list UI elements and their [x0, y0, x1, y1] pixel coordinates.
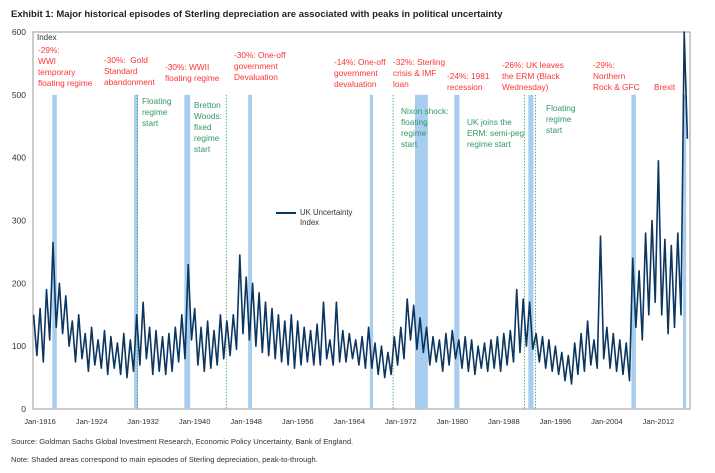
y-tick-label: 200 — [12, 278, 26, 288]
legend: UK Uncertainty Index — [276, 208, 360, 228]
annotation-erm-join: UK joins the ERM: semi-peg regime start — [467, 117, 525, 149]
annotation-imf-loan: -32%: Sterling crisis & IMF loan — [393, 57, 446, 89]
annotation-1967-devaluation: -14%: One-off government devaluation — [334, 57, 386, 89]
shaded-episode — [631, 94, 636, 409]
shaded-episode — [528, 94, 534, 409]
footnote: Note: Shaded areas correspond to main ep… — [11, 455, 318, 464]
x-tick-label: Jan-2004 — [591, 417, 623, 426]
y-tick-label: 600 — [12, 27, 26, 37]
annotation-gfc: -29%: Northern Rock & GFC — [593, 60, 640, 92]
chart-title: Exhibit 1: Major historical episodes of … — [11, 9, 503, 20]
annotation-nixon-shock: Nixon shock: floating regime start — [401, 106, 449, 149]
annotation-wwi: -29%: WWI temporary floating regime — [38, 45, 93, 88]
annotation-floating-1992: Floating regime start — [546, 103, 576, 135]
annotation-black-wednesday: -26%: UK leaves the ERM (Black Wednesday… — [502, 60, 564, 92]
x-tick-label: Jan-1996 — [540, 417, 572, 426]
x-tick-label: Jan-1932 — [127, 417, 159, 426]
x-tick-label: Jan-1972 — [385, 417, 417, 426]
shaded-episode — [369, 94, 374, 409]
y-tick-label: 300 — [12, 216, 26, 226]
annotation-bretton-woods: Bretton Woods: fixed regime start — [194, 100, 222, 154]
y-tick-label: 0 — [21, 404, 26, 414]
annotation-wwii: -30%: WWII floating regime — [165, 62, 220, 83]
x-tick-label: Jan-1964 — [333, 417, 365, 426]
shaded-episode — [184, 94, 191, 409]
y-tick-label: 500 — [12, 90, 26, 100]
annotation-1949-devaluation: -30%: One-off government Devaluation — [234, 50, 286, 82]
legend-swatch — [276, 211, 296, 214]
shaded-episode — [134, 94, 138, 409]
annotation-gold-standard: -30%: Gold Standard abandonment — [104, 55, 155, 87]
annotation-1981-recession: -24%: 1981 recession — [447, 71, 490, 92]
x-tick-label: Jan-1988 — [488, 417, 520, 426]
x-tick-label: Jan-2012 — [643, 417, 675, 426]
x-tick-label: Jan-1924 — [76, 417, 108, 426]
series-line-uk-uncertainty — [32, 31, 689, 385]
shaded-episode — [52, 94, 57, 409]
source-note: Source: Goldman Sachs Global Investment … — [11, 437, 354, 446]
shaded-episode — [248, 94, 252, 409]
y-tick-label: 400 — [12, 153, 26, 163]
x-tick-label: Jan-1948 — [230, 417, 262, 426]
annotation-floating-1931: Floating regime start — [142, 96, 172, 128]
x-tick-label: Jan-1916 — [24, 417, 56, 426]
x-tick-label: Jan-1940 — [179, 417, 211, 426]
shaded-episode — [682, 94, 687, 409]
y-axis-label: Index — [37, 33, 57, 42]
x-tick-label: Jan-1956 — [282, 417, 314, 426]
shaded-episode — [454, 94, 460, 409]
x-tick-label: Jan-1980 — [436, 417, 468, 426]
annotation-brexit: Brexit — [654, 82, 676, 92]
legend-label: UK Uncertainty Index — [300, 208, 353, 227]
y-tick-label: 100 — [12, 341, 26, 351]
